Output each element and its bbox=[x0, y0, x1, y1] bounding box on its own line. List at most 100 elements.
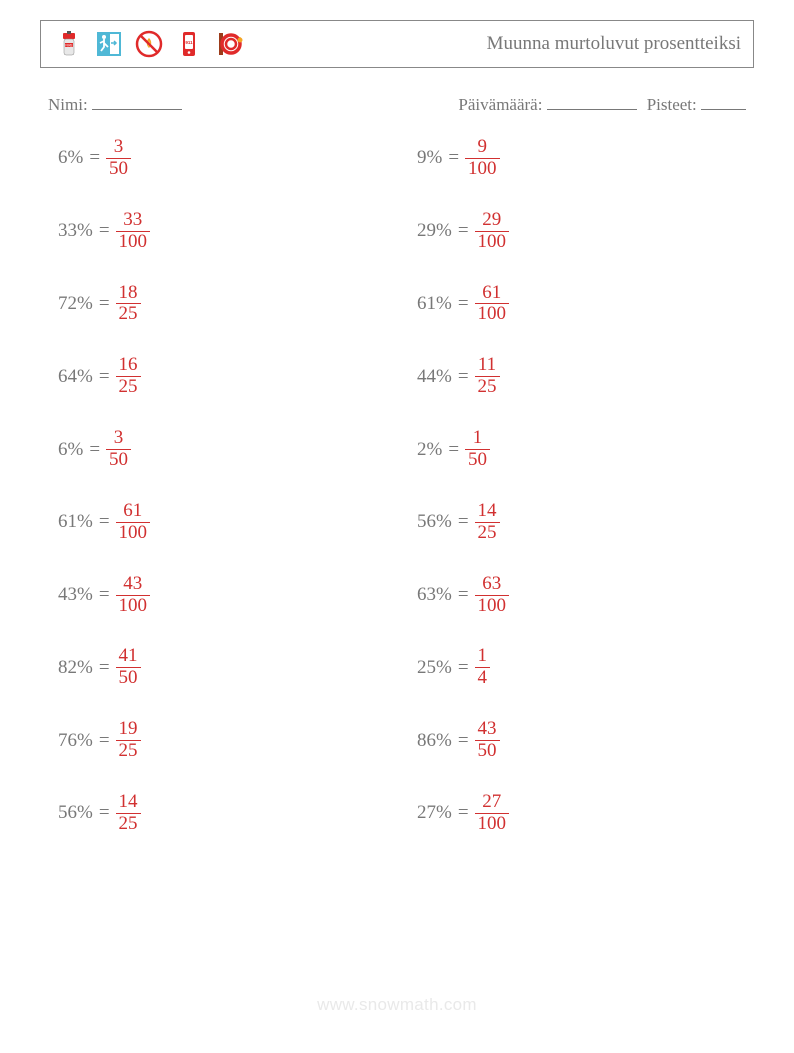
fraction: 1425 bbox=[475, 501, 500, 544]
fraction: 9100 bbox=[465, 137, 500, 180]
percent-value: 63% bbox=[417, 584, 452, 606]
denominator: 25 bbox=[475, 376, 500, 398]
denominator: 100 bbox=[116, 522, 151, 544]
denominator: 25 bbox=[116, 303, 141, 325]
numerator: 18 bbox=[116, 283, 141, 304]
numerator: 43 bbox=[120, 574, 145, 595]
equals-sign: = bbox=[99, 657, 110, 679]
numerator: 1 bbox=[470, 428, 486, 449]
score-label: Pisteet: bbox=[647, 95, 697, 114]
name-field: Nimi: bbox=[48, 92, 458, 115]
fire-extinguisher-icon: FIRE bbox=[53, 28, 85, 60]
denominator: 4 bbox=[475, 667, 491, 689]
problems-grid: 6%=3509%=910033%=3310029%=2910072%=18256… bbox=[40, 137, 754, 835]
percent-value: 6% bbox=[58, 439, 83, 461]
numerator: 33 bbox=[120, 210, 145, 231]
percent-value: 86% bbox=[417, 730, 452, 752]
problem-item: 6%=350 bbox=[58, 428, 377, 471]
denominator: 100 bbox=[475, 595, 510, 617]
denominator: 25 bbox=[116, 376, 141, 398]
name-blank bbox=[92, 92, 182, 110]
info-line: Nimi: Päivämäärä: Pisteet: bbox=[40, 92, 754, 115]
numerator: 11 bbox=[475, 355, 499, 376]
numerator: 14 bbox=[116, 792, 141, 813]
fraction: 1625 bbox=[116, 355, 141, 398]
header-icons: FIRE bbox=[53, 28, 245, 60]
problem-item: 33% = 33100 bbox=[58, 210, 377, 253]
date-field: Päivämäärä: bbox=[458, 92, 636, 115]
numerator: 61 bbox=[479, 283, 504, 304]
equals-sign: = bbox=[458, 220, 469, 242]
score-blank bbox=[701, 92, 746, 110]
fraction: 150 bbox=[465, 428, 490, 471]
fraction: 27100 bbox=[475, 792, 510, 835]
watermark: www.snowmath.com bbox=[0, 995, 794, 1015]
problem-item: 2% = 150 bbox=[417, 428, 736, 471]
problem-item: 25% = 14 bbox=[417, 646, 736, 689]
problem-item: 63%=63100 bbox=[417, 574, 736, 617]
percent-value: 25% bbox=[417, 657, 452, 679]
date-blank bbox=[547, 92, 637, 110]
numerator: 61 bbox=[120, 501, 145, 522]
denominator: 100 bbox=[465, 158, 500, 180]
numerator: 16 bbox=[116, 355, 141, 376]
no-fire-icon bbox=[133, 28, 165, 60]
percent-value: 2% bbox=[417, 439, 442, 461]
equals-sign: = bbox=[458, 293, 469, 315]
percent-value: 72% bbox=[58, 293, 93, 315]
equals-sign: = bbox=[99, 730, 110, 752]
percent-value: 56% bbox=[58, 802, 93, 824]
worksheet-title: Muunna murtoluvut prosentteiksi bbox=[487, 33, 741, 55]
numerator: 3 bbox=[111, 428, 127, 449]
denominator: 100 bbox=[475, 303, 510, 325]
numerator: 3 bbox=[111, 137, 127, 158]
fraction: 43100 bbox=[116, 574, 151, 617]
numerator: 14 bbox=[475, 501, 500, 522]
percent-value: 6% bbox=[58, 147, 83, 169]
fraction: 1425 bbox=[116, 792, 141, 835]
denominator: 100 bbox=[116, 231, 151, 253]
equals-sign: = bbox=[458, 511, 469, 533]
numerator: 27 bbox=[479, 792, 504, 813]
problem-item: 56%=1425 bbox=[58, 792, 377, 835]
percent-value: 27% bbox=[417, 802, 452, 824]
fraction: 1825 bbox=[116, 283, 141, 326]
fraction: 14 bbox=[475, 646, 491, 689]
equals-sign: = bbox=[99, 220, 110, 242]
percent-value: 9% bbox=[417, 147, 442, 169]
fraction: 350 bbox=[106, 428, 131, 471]
problem-item: 76%=1925 bbox=[58, 719, 377, 762]
equals-sign: = bbox=[448, 439, 459, 461]
problem-item: 86%=4350 bbox=[417, 719, 736, 762]
denominator: 50 bbox=[475, 740, 500, 762]
fraction: 33100 bbox=[116, 210, 151, 253]
equals-sign: = bbox=[99, 511, 110, 533]
percent-value: 44% bbox=[417, 366, 452, 388]
denominator: 100 bbox=[116, 595, 151, 617]
equals-sign: = bbox=[89, 147, 100, 169]
equals-sign: = bbox=[99, 366, 110, 388]
problem-item: 61%=61100 bbox=[58, 501, 377, 544]
fire-hose-icon bbox=[213, 28, 245, 60]
denominator: 50 bbox=[465, 449, 490, 471]
equals-sign: = bbox=[458, 366, 469, 388]
denominator: 50 bbox=[106, 449, 131, 471]
score-field: Pisteet: bbox=[647, 92, 746, 115]
fraction: 4150 bbox=[116, 646, 141, 689]
problem-item: 61%=61100 bbox=[417, 283, 736, 326]
equals-sign: = bbox=[99, 293, 110, 315]
numerator: 63 bbox=[479, 574, 504, 595]
fraction: 350 bbox=[106, 137, 131, 180]
fraction: 29100 bbox=[475, 210, 510, 253]
percent-value: 29% bbox=[417, 220, 452, 242]
problem-item: 43%=43100 bbox=[58, 574, 377, 617]
percent-value: 56% bbox=[417, 511, 452, 533]
equals-sign: = bbox=[458, 657, 469, 679]
denominator: 50 bbox=[106, 158, 131, 180]
percent-value: 33% bbox=[58, 220, 93, 242]
header-bar: FIRE bbox=[40, 20, 754, 68]
problem-item: 64%=1625 bbox=[58, 355, 377, 398]
problem-item: 6% = 350 bbox=[58, 137, 377, 180]
equals-sign: = bbox=[448, 147, 459, 169]
percent-value: 43% bbox=[58, 584, 93, 606]
